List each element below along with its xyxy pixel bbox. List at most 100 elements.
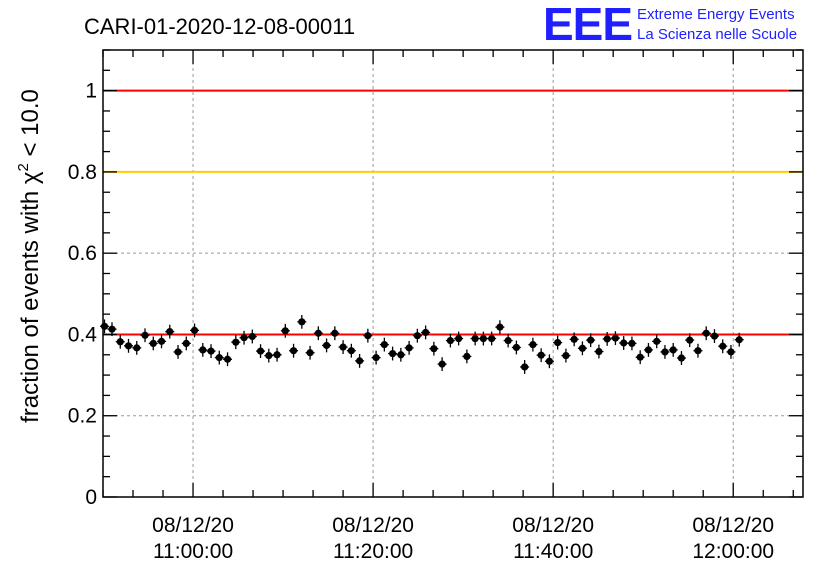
data-point-group [693, 343, 703, 358]
data-point-group [223, 352, 233, 367]
data-point [430, 345, 438, 353]
data-point [207, 347, 215, 355]
data-point [636, 353, 644, 361]
data-point-group [701, 326, 711, 341]
data-point [405, 344, 413, 352]
data-point [124, 342, 133, 350]
data-point [653, 337, 661, 345]
data-point-group [346, 343, 356, 358]
data-point [694, 347, 702, 355]
data-point [554, 338, 562, 347]
data-point-group [313, 326, 323, 341]
data-point-group [470, 331, 480, 346]
data-point-group [355, 353, 365, 368]
reference-lines [103, 89, 803, 336]
data-point-group [421, 325, 431, 340]
axes: 0 0.2 0.4 0.6 0.8 1 08/12/20 11:00:00 08/12/20 11… [68, 49, 804, 563]
data-point-group [553, 335, 563, 350]
data-point-group [652, 334, 662, 349]
data-point [380, 341, 388, 349]
data-point [149, 339, 157, 347]
data-point [422, 328, 430, 337]
data-point [397, 351, 405, 359]
data-point-group [206, 344, 216, 359]
y-tick-label: 0.8 [68, 161, 97, 184]
data-point [603, 335, 611, 343]
data-point-group [289, 343, 299, 358]
data-point-group [718, 339, 728, 354]
data-point [157, 337, 166, 345]
data-point [273, 351, 281, 359]
data-point [669, 346, 677, 354]
data-point-group [454, 331, 464, 346]
data-point [215, 354, 223, 362]
data-point [314, 329, 322, 337]
data-point [628, 339, 636, 347]
data-point-group [247, 329, 257, 344]
data-point [281, 327, 289, 335]
y-tick-label: 1 [85, 80, 97, 103]
data-point [289, 347, 298, 355]
data-point [248, 332, 256, 341]
logo-line-1: Extreme Energy Events [637, 6, 795, 23]
data-point [174, 348, 182, 356]
data-point-group [280, 323, 290, 338]
data-point-group [635, 350, 645, 365]
data-point [587, 336, 595, 344]
data-point [710, 332, 719, 340]
logo-eee-text: EEE [543, 0, 632, 50]
data-point [661, 348, 669, 356]
data-point-group [388, 346, 398, 361]
data-point [265, 351, 273, 360]
data-point [347, 347, 355, 355]
data-point [355, 357, 364, 365]
y-axis-title: fraction of events with χ2 < 10.0 [15, 89, 44, 423]
data-point-group [338, 340, 348, 354]
x-tick-label-time: 11:20:00 [333, 540, 413, 563]
data-point-group [487, 331, 497, 346]
data-point-group [272, 347, 282, 362]
data-point [521, 363, 529, 371]
y-axis-title-symbol: χ [17, 171, 44, 184]
data-point [686, 336, 694, 344]
data-point-group [445, 333, 455, 348]
y-tick-label: 0.6 [68, 242, 97, 265]
data-point [455, 334, 463, 343]
eee-logo: EEE Extreme Energy Events La Scienza nel… [543, 0, 797, 50]
data-point-group [528, 337, 538, 352]
data-point [223, 355, 232, 363]
data-point [562, 351, 570, 360]
data-point [719, 342, 727, 350]
data-point-group [709, 329, 719, 343]
data-point [372, 354, 380, 362]
data-point-group [404, 340, 414, 355]
data-point [339, 343, 347, 351]
data-point-group [107, 322, 117, 337]
data-point-group [610, 331, 620, 346]
data-point [133, 344, 141, 352]
data-point [537, 351, 545, 359]
data-point-group [536, 348, 546, 363]
data-point [463, 352, 471, 360]
data-point-group [602, 332, 612, 346]
y-tick-label: 0.4 [68, 323, 98, 346]
logo-line-2: La Scienza nelle Scuole [637, 26, 797, 43]
data-point [620, 339, 628, 347]
data-point [488, 334, 496, 343]
data-point-group [132, 340, 142, 355]
data-point-group [462, 349, 472, 364]
data-point [190, 326, 199, 334]
data-point-group [157, 334, 167, 349]
data-point-group [627, 336, 637, 351]
data-point [298, 318, 306, 326]
data-point-group [305, 345, 315, 360]
data-point-group [660, 345, 670, 359]
data-point-group [165, 324, 175, 339]
data-point [570, 335, 578, 343]
data-point-group [371, 350, 381, 365]
data-point-group [594, 344, 604, 359]
data-point-group [124, 338, 134, 353]
data-point-group [379, 337, 389, 352]
grid-lines [103, 50, 803, 497]
data-point-group [190, 323, 200, 338]
